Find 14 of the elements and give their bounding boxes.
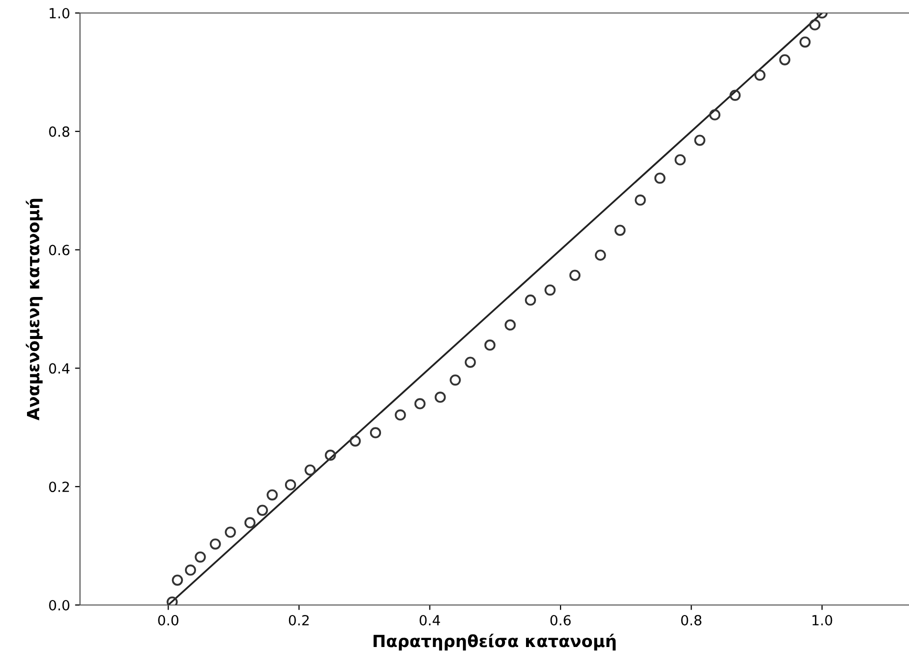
y-tick-label: 0.4 [49,363,70,374]
x-tick-label: 0.2 [288,614,309,626]
y-tick-label: 0.8 [49,126,70,137]
x-tick-label: 0.8 [681,614,702,626]
y-axis-title: Αναμενόμενη κατανομή [26,198,43,420]
x-tick-label: 1.0 [812,614,832,626]
x-tick-label: 0.6 [550,614,571,626]
x-axis-title: Παρατηρηθείσα κατανομή [374,634,616,651]
y-tick-label: 1.0 [50,8,70,18]
y-tick-label: 0.2 [49,482,69,492]
y-tick-label: 0.0 [49,600,70,610]
x-tick-label: 0.0 [158,614,178,626]
y-tick-label: 0.6 [49,244,70,256]
x-tick-label: 0.4 [420,614,440,626]
